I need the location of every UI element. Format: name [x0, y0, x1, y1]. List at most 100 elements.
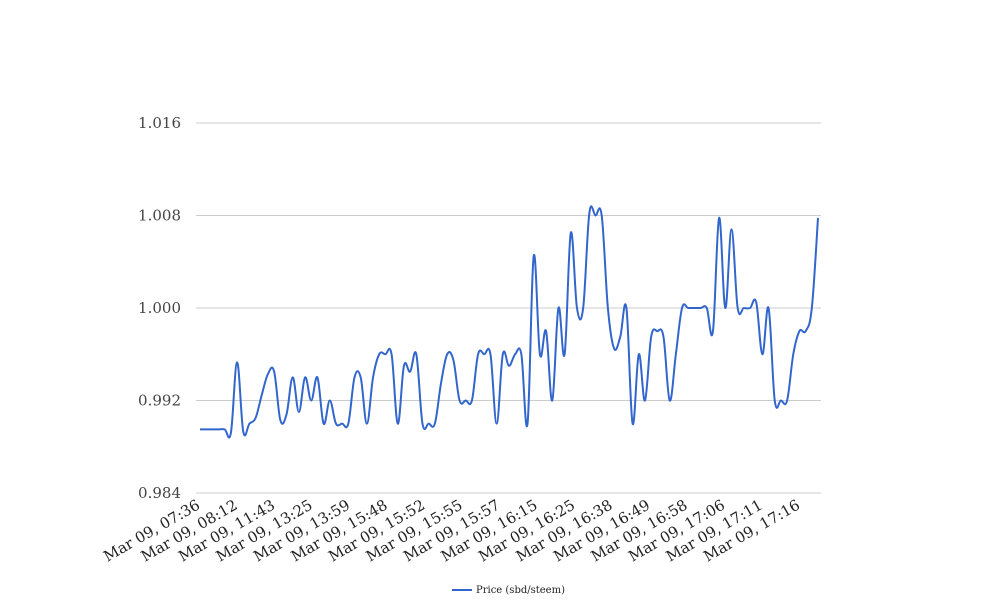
data-point[interactable]: [352, 374, 358, 380]
data-point[interactable]: [580, 305, 586, 311]
data-point[interactable]: [759, 351, 765, 357]
data-point[interactable]: [790, 351, 796, 357]
data-point[interactable]: [265, 371, 271, 377]
data-point[interactable]: [673, 351, 679, 357]
data-point[interactable]: [487, 351, 493, 357]
data-point[interactable]: [518, 351, 524, 357]
data-point[interactable]: [222, 426, 228, 432]
data-point[interactable]: [667, 398, 673, 404]
data-point[interactable]: [494, 421, 500, 427]
data-point[interactable]: [271, 369, 277, 375]
data-point[interactable]: [228, 430, 234, 436]
data-point[interactable]: [778, 398, 784, 404]
data-point[interactable]: [772, 398, 778, 404]
data-point[interactable]: [407, 369, 413, 375]
data-point[interactable]: [710, 328, 716, 334]
data-point[interactable]: [543, 328, 549, 334]
data-point[interactable]: [741, 305, 747, 311]
data-point[interactable]: [284, 411, 290, 417]
data-point[interactable]: [704, 305, 710, 311]
data-point[interactable]: [426, 421, 432, 427]
data-point[interactable]: [642, 398, 648, 404]
data-point[interactable]: [605, 305, 611, 311]
data-point[interactable]: [296, 409, 302, 415]
data-point[interactable]: [803, 328, 809, 334]
data-point[interactable]: [500, 351, 506, 357]
data-point[interactable]: [735, 305, 741, 311]
data-point[interactable]: [481, 351, 487, 357]
data-point[interactable]: [815, 215, 821, 221]
data-point[interactable]: [728, 226, 734, 232]
data-point[interactable]: [586, 210, 592, 216]
data-point[interactable]: [277, 417, 283, 423]
data-point[interactable]: [469, 398, 475, 404]
data-point[interactable]: [716, 215, 722, 221]
data-point[interactable]: [636, 351, 642, 357]
data-point[interactable]: [525, 421, 531, 427]
legend[interactable]: Price (sbd/steem): [452, 585, 565, 596]
data-point[interactable]: [512, 351, 518, 357]
data-point[interactable]: [574, 305, 580, 311]
data-point[interactable]: [648, 334, 654, 340]
data-point[interactable]: [240, 429, 246, 435]
data-point[interactable]: [809, 305, 815, 311]
data-point[interactable]: [537, 351, 543, 357]
data-point[interactable]: [611, 345, 617, 351]
data-point[interactable]: [475, 351, 481, 357]
data-point[interactable]: [722, 305, 728, 311]
data-point[interactable]: [654, 328, 660, 334]
data-point[interactable]: [438, 380, 444, 386]
data-point[interactable]: [753, 299, 759, 305]
data-point[interactable]: [784, 398, 790, 404]
data-point[interactable]: [327, 398, 333, 404]
data-point[interactable]: [370, 374, 376, 380]
data-point[interactable]: [382, 351, 388, 357]
data-point[interactable]: [253, 415, 259, 421]
data-point[interactable]: [444, 351, 450, 357]
data-point[interactable]: [450, 357, 456, 363]
data-point[interactable]: [358, 374, 364, 380]
data-point[interactable]: [413, 351, 419, 357]
data-point[interactable]: [376, 351, 382, 357]
data-point[interactable]: [599, 213, 605, 219]
data-point[interactable]: [432, 421, 438, 427]
data-point[interactable]: [531, 253, 537, 259]
data-point[interactable]: [766, 305, 772, 311]
data-point[interactable]: [345, 421, 351, 427]
data-point[interactable]: [555, 305, 561, 311]
data-point[interactable]: [747, 305, 753, 311]
data-point[interactable]: [234, 359, 240, 365]
data-point[interactable]: [623, 305, 629, 311]
data-point[interactable]: [568, 230, 574, 236]
data-point[interactable]: [339, 421, 345, 427]
data-point[interactable]: [216, 426, 222, 432]
data-point[interactable]: [364, 421, 370, 427]
data-point[interactable]: [617, 334, 623, 340]
data-point[interactable]: [630, 421, 636, 427]
data-point[interactable]: [419, 421, 425, 427]
data-point[interactable]: [246, 421, 252, 427]
data-point[interactable]: [321, 421, 327, 427]
data-point[interactable]: [698, 305, 704, 311]
data-point[interactable]: [463, 398, 469, 404]
data-point[interactable]: [549, 398, 555, 404]
data-point[interactable]: [308, 398, 314, 404]
data-point[interactable]: [203, 426, 209, 432]
data-point[interactable]: [691, 305, 697, 311]
data-point[interactable]: [796, 328, 802, 334]
data-point[interactable]: [506, 363, 512, 369]
data-point[interactable]: [389, 351, 395, 357]
data-point[interactable]: [679, 305, 685, 311]
data-point[interactable]: [290, 374, 296, 380]
data-point[interactable]: [302, 374, 308, 380]
data-point[interactable]: [314, 374, 320, 380]
data-point[interactable]: [685, 305, 691, 311]
data-point[interactable]: [401, 363, 407, 369]
data-point[interactable]: [209, 426, 215, 432]
data-point[interactable]: [259, 392, 265, 398]
data-point[interactable]: [197, 426, 203, 432]
data-point[interactable]: [457, 398, 463, 404]
data-point[interactable]: [333, 421, 339, 427]
data-point[interactable]: [395, 421, 401, 427]
data-point[interactable]: [661, 334, 667, 340]
